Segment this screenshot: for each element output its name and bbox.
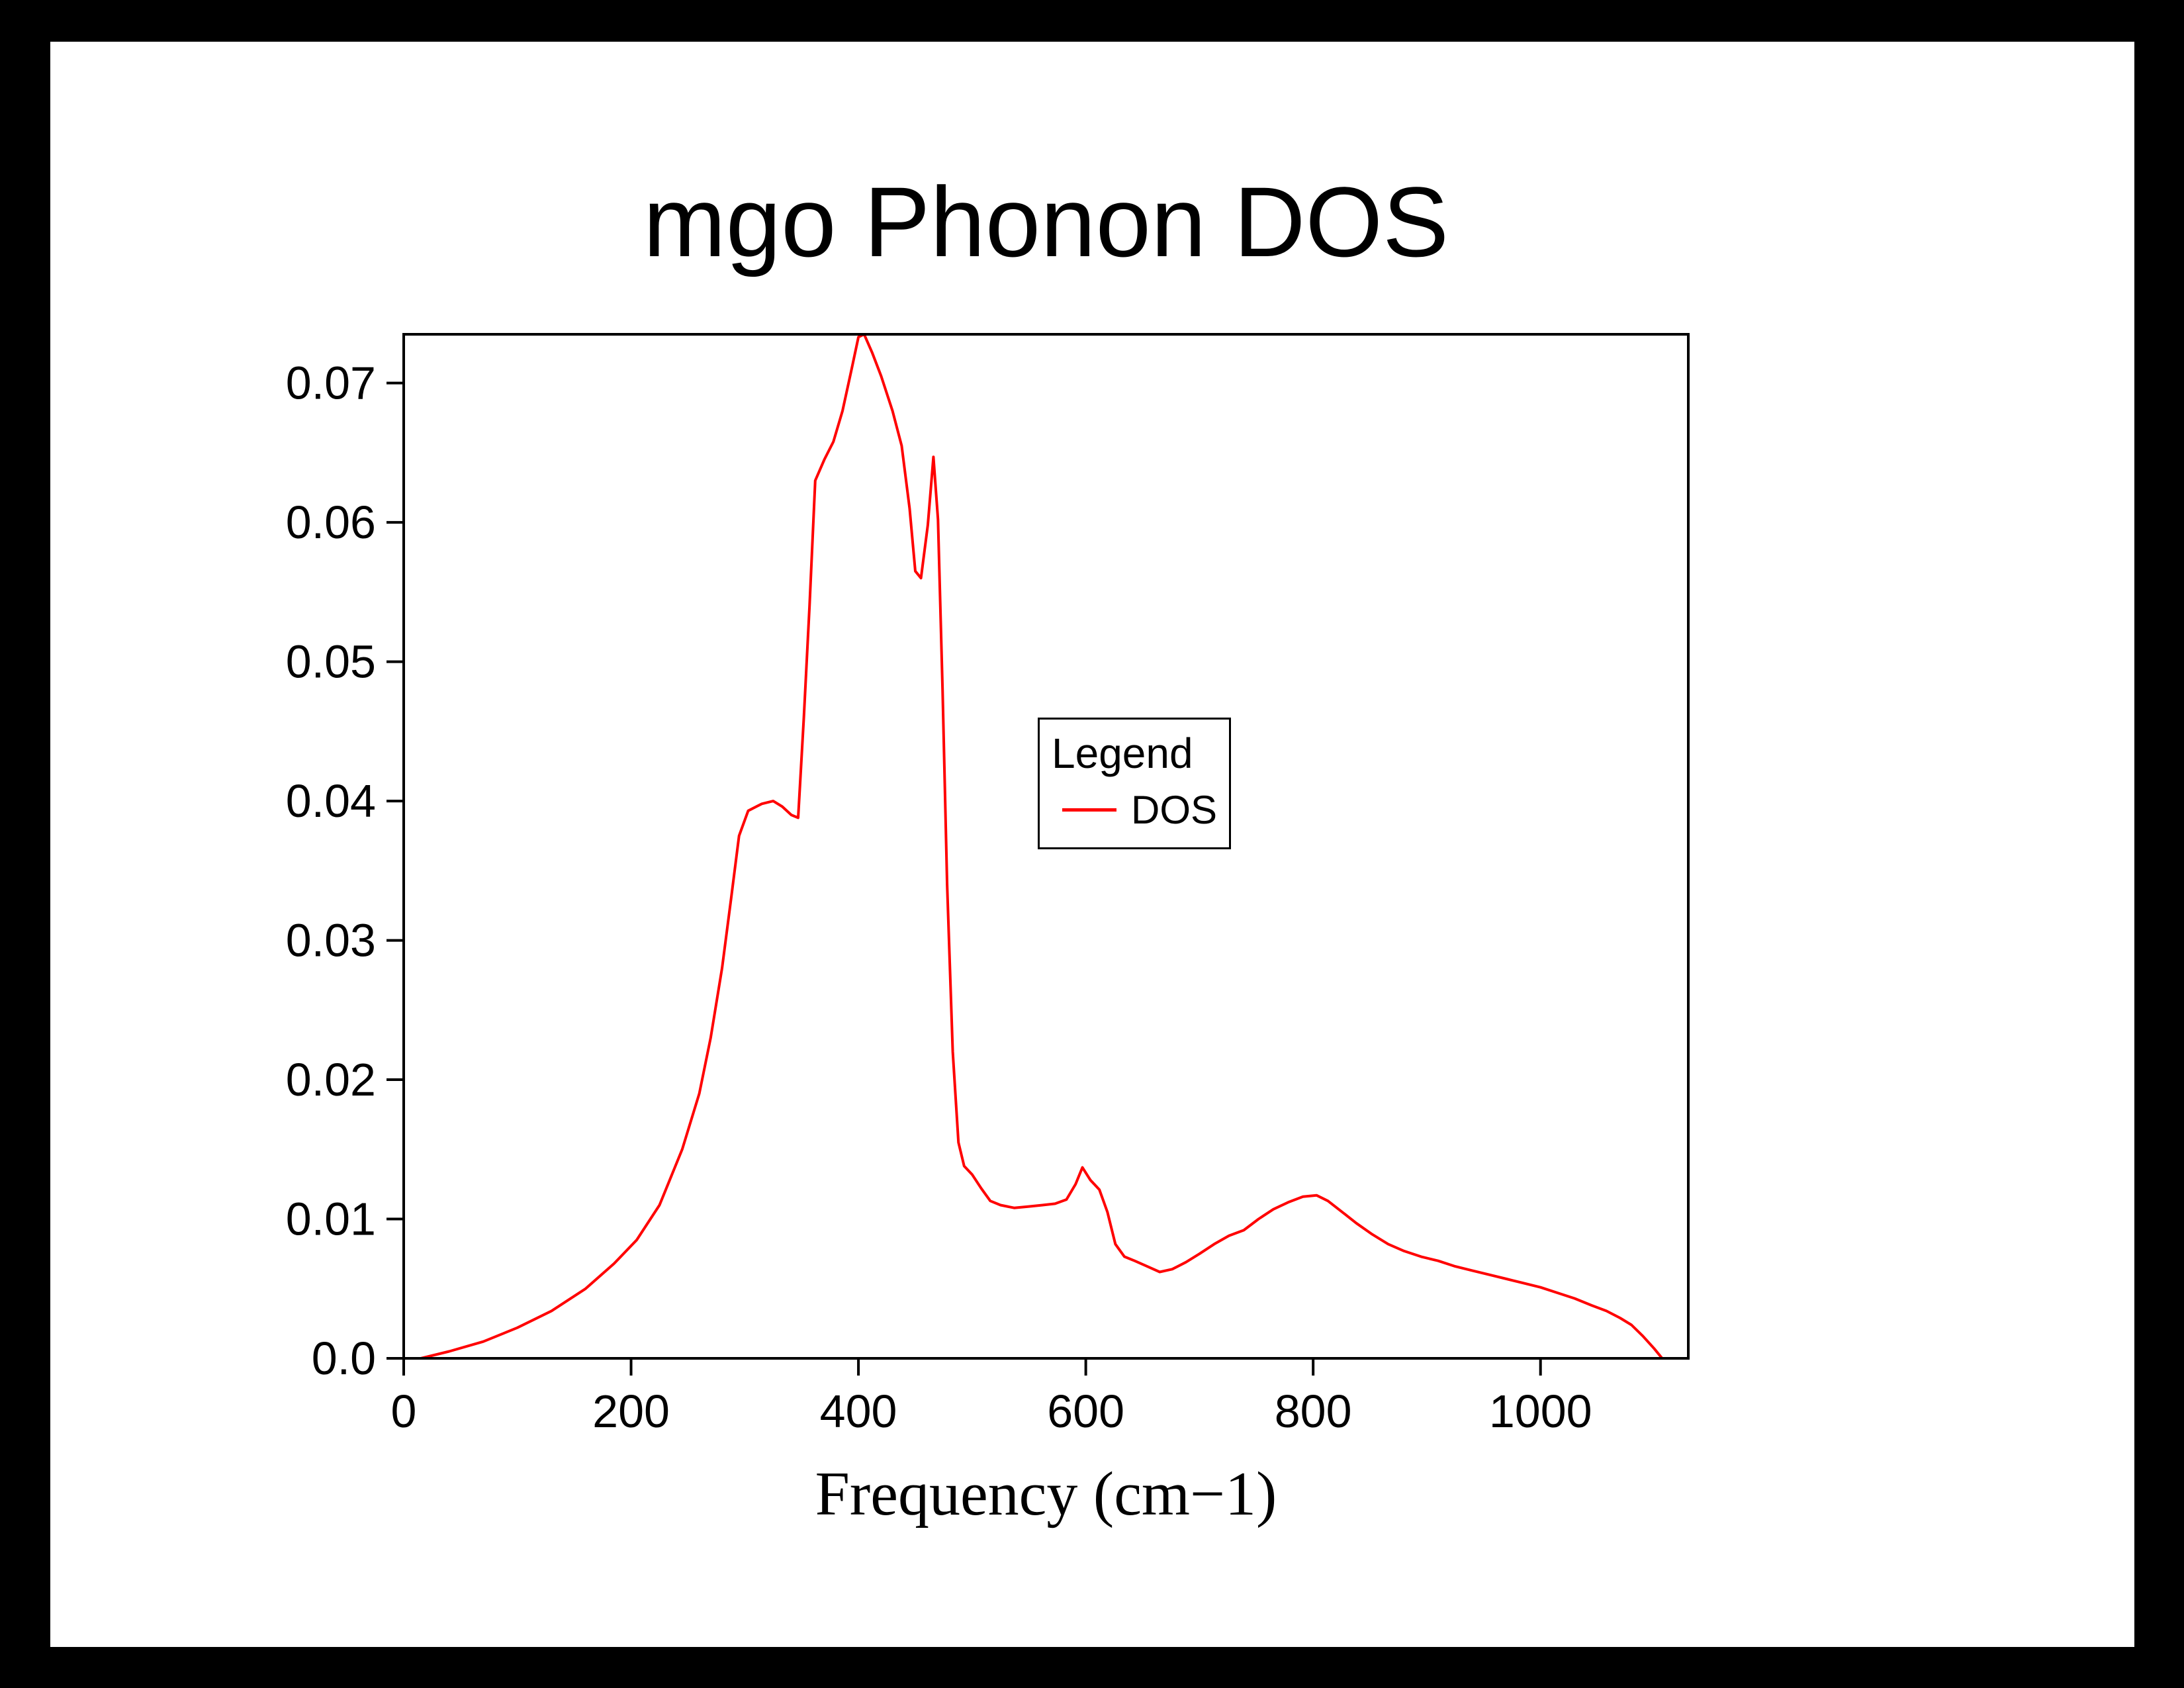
plot-canvas: mgo Phonon DOS 0 200 400 600 800 1000 0.0 0.01 0…	[50, 42, 2134, 1647]
y-tick-label: 0.03	[286, 915, 376, 966]
y-tick-label: 0.06	[286, 496, 376, 548]
phonon-dos-chart: 0 200 400 600 800 1000 0.0 0.01 0.02 0.03 0.04 0.05…	[286, 333, 1690, 1437]
dos-curve	[420, 334, 1664, 1358]
y-tick-label: 0.07	[286, 357, 376, 409]
y-tick-label: 0.04	[286, 775, 376, 827]
x-tick-label: 0	[391, 1385, 417, 1437]
x-axis-label: Frequency (cm−1)	[815, 1460, 1277, 1528]
chart-title: mgo Phonon DOS	[643, 166, 1449, 277]
x-tick-label: 600	[1047, 1385, 1124, 1437]
plot-frame	[402, 333, 1690, 1360]
x-tick-label: 800	[1275, 1385, 1352, 1437]
y-tick-label: 0.05	[286, 636, 376, 688]
legend-line-sample	[1062, 808, 1116, 812]
y-tick-label: 0.01	[286, 1194, 376, 1245]
x-tick-label: 400	[820, 1385, 897, 1437]
legend-entry-label: DOS	[1131, 788, 1218, 832]
y-tick-label: 0.0	[312, 1333, 376, 1384]
legend-title: Legend	[1052, 729, 1193, 777]
x-tick-label: 1000	[1489, 1385, 1592, 1437]
y-tick-label: 0.02	[286, 1054, 376, 1105]
x-tick-label: 200	[592, 1385, 670, 1437]
legend-entry-dos: DOS	[1052, 787, 1217, 833]
legend-box: Legend DOS	[1038, 718, 1231, 849]
